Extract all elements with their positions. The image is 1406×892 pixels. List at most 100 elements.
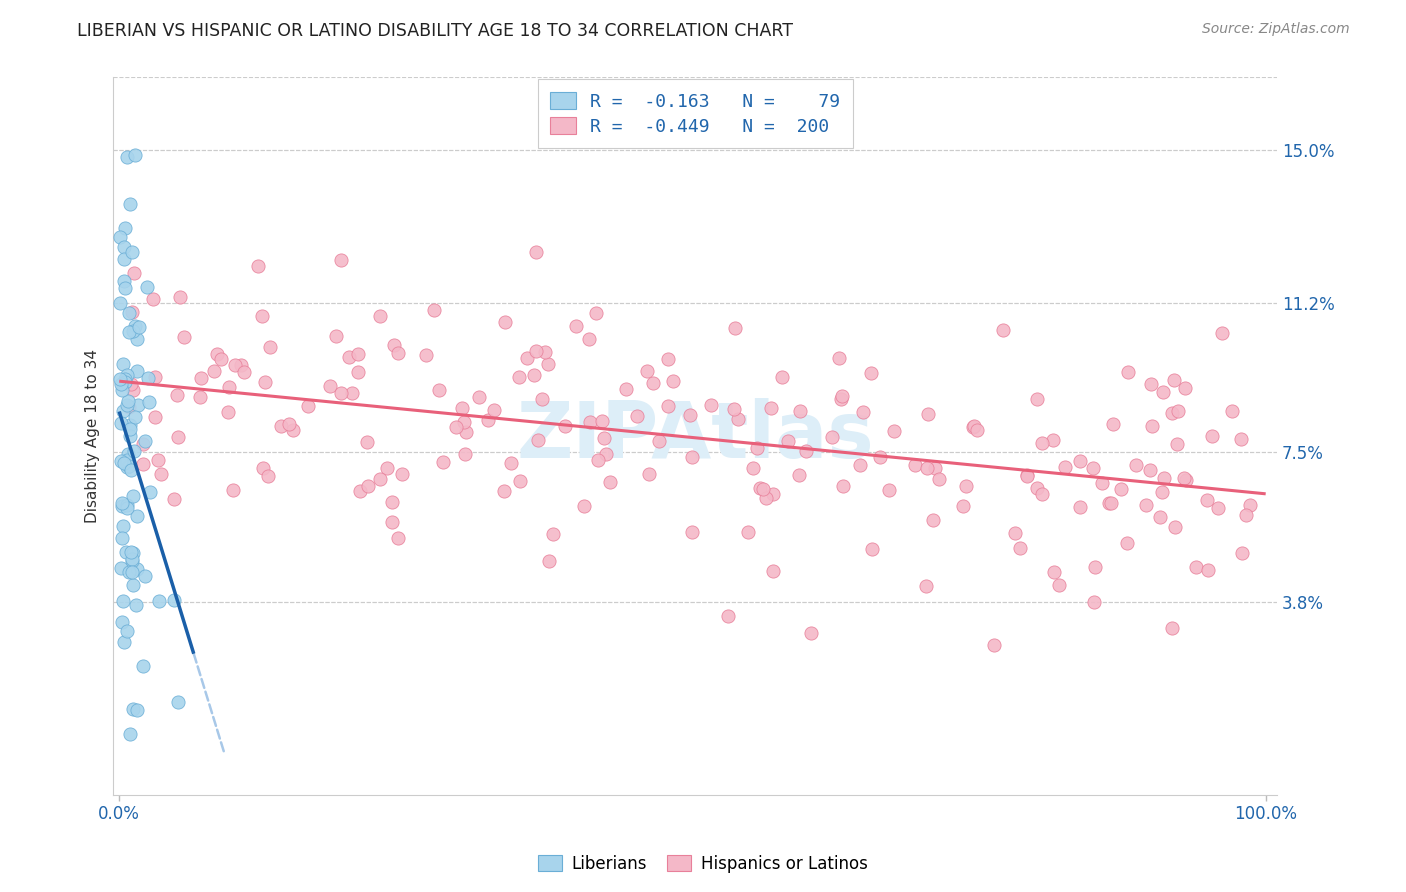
Point (173, 330, 195, 344)
Point (415, 348, 437, 362)
Point (125, 702, 148, 716)
Point (748, 482, 770, 496)
Point (1008, 541, 1031, 555)
Point (924, 461, 946, 475)
Point (125, 508, 148, 523)
Legend: Liberians, Hispanics or Latinos: Liberians, Hispanics or Latinos (531, 848, 875, 880)
Legend: R =  -0.163   N =    79, R =  -0.449   N =  200: R = -0.163 N = 79, R = -0.449 N = 200 (537, 79, 853, 148)
Point (1184, 560, 1206, 574)
Point (120, 377, 142, 392)
Point (118, 326, 141, 340)
Point (737, 525, 759, 540)
Point (121, 702, 143, 716)
Point (111, 499, 134, 513)
Point (1031, 436, 1053, 450)
Point (112, 593, 135, 607)
Point (115, 459, 138, 474)
Point (821, 430, 844, 444)
Point (574, 499, 596, 513)
Point (382, 337, 405, 351)
Point (883, 424, 905, 438)
Point (381, 495, 404, 509)
Point (127, 562, 149, 576)
Point (1163, 373, 1185, 387)
Point (115, 454, 138, 468)
Point (391, 467, 413, 481)
Point (111, 404, 134, 418)
Point (828, 351, 851, 365)
Point (648, 434, 671, 448)
Point (110, 417, 132, 431)
Point (115, 368, 138, 382)
Point (1069, 500, 1091, 515)
Point (454, 447, 477, 461)
Point (121, 551, 143, 566)
Point (1153, 471, 1175, 485)
Point (991, 323, 1014, 337)
Point (120, 197, 142, 211)
Point (541, 527, 564, 541)
Point (1102, 417, 1125, 431)
Point (202, 364, 225, 378)
Point (745, 441, 768, 455)
Point (699, 398, 721, 412)
Point (759, 401, 782, 416)
Point (586, 453, 609, 467)
Point (681, 525, 703, 540)
Point (1175, 473, 1198, 487)
Point (142, 292, 165, 306)
Point (190, 371, 212, 385)
Point (657, 399, 679, 413)
Point (1174, 381, 1197, 395)
Point (257, 469, 280, 483)
Point (124, 598, 146, 612)
Point (614, 383, 637, 397)
Point (135, 279, 157, 293)
Point (125, 332, 148, 346)
Point (207, 347, 229, 361)
Point (124, 443, 146, 458)
Point (1109, 483, 1132, 497)
Point (1164, 520, 1187, 534)
Point (599, 475, 621, 490)
Point (595, 447, 617, 461)
Point (869, 450, 891, 464)
Point (1211, 326, 1233, 341)
Point (724, 321, 747, 335)
Point (1139, 463, 1161, 477)
Point (122, 546, 145, 560)
Point (1125, 458, 1147, 472)
Point (134, 434, 156, 449)
Point (1167, 403, 1189, 417)
Point (1047, 578, 1070, 592)
Point (1239, 498, 1261, 512)
Point (879, 483, 901, 498)
Point (112, 274, 135, 288)
Point (453, 415, 475, 429)
Point (162, 592, 184, 607)
Point (1054, 460, 1077, 475)
Point (356, 434, 378, 449)
Point (1161, 621, 1184, 635)
Point (120, 428, 142, 442)
Point (922, 513, 945, 527)
Point (1152, 485, 1174, 500)
Point (468, 390, 491, 404)
Point (111, 615, 134, 629)
Point (626, 409, 648, 423)
Point (368, 309, 391, 323)
Point (330, 252, 353, 267)
Point (217, 405, 239, 419)
Point (536, 357, 558, 371)
Point (252, 309, 274, 323)
Point (387, 346, 409, 360)
Point (1197, 563, 1219, 577)
Point (952, 500, 974, 514)
Point (246, 259, 269, 273)
Point (337, 350, 360, 364)
Point (121, 324, 143, 338)
Point (450, 401, 472, 416)
Point (477, 413, 499, 427)
Point (1197, 492, 1219, 507)
Point (830, 392, 852, 406)
